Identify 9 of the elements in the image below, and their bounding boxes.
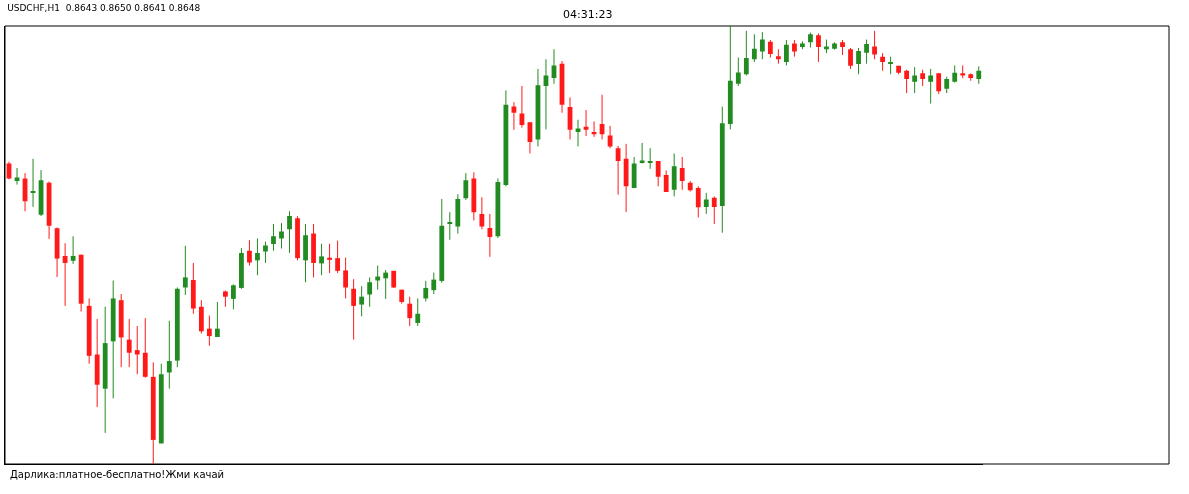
chart-title: USDCHF,H1 0.8643 0.8650 0.8641 0.8648: [7, 3, 201, 14]
candlestick: [639, 142, 645, 165]
text: Дарлика:платное-бесплатно!Жми качай: [10, 469, 225, 480]
text: 04:31:23: [563, 8, 613, 21]
candlestick: [928, 68, 934, 105]
candlestick: [912, 66, 918, 94]
candlestick: [222, 290, 228, 308]
candlestick: [134, 325, 140, 375]
candlestick: [263, 241, 268, 264]
